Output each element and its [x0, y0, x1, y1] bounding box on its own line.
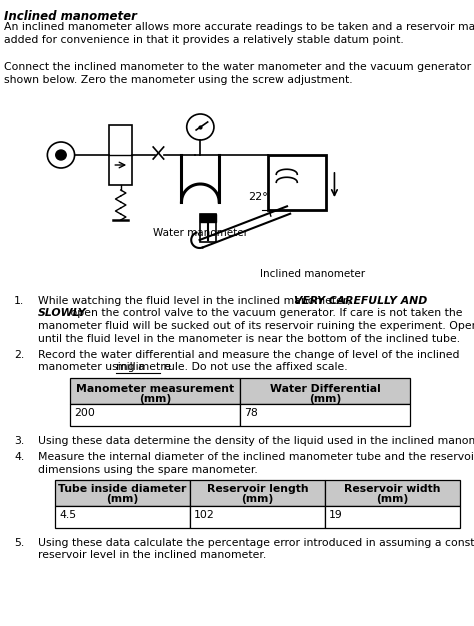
- Text: Connect the inclined manometer to the water manometer and the vacuum generator a: Connect the inclined manometer to the wa…: [4, 62, 474, 85]
- Text: (mm): (mm): [106, 495, 138, 505]
- Text: 4.: 4.: [14, 453, 24, 463]
- Text: Water Differential: Water Differential: [270, 384, 380, 394]
- Bar: [325, 506, 460, 528]
- Text: SLOWLY: SLOWLY: [38, 309, 87, 319]
- Bar: [55, 506, 190, 528]
- Text: 102: 102: [194, 510, 215, 520]
- Text: Measure the internal diameter of the inclined manometer tube and the reservoir: Measure the internal diameter of the inc…: [38, 453, 474, 463]
- Bar: [268, 155, 326, 210]
- Text: rule. Do not use the affixed scale.: rule. Do not use the affixed scale.: [160, 362, 347, 372]
- Text: reservoir level in the inclined manometer.: reservoir level in the inclined manomete…: [38, 550, 266, 560]
- Bar: [70, 404, 240, 426]
- Text: 4.5: 4.5: [59, 510, 76, 520]
- Text: VERY CAREFULLY AND: VERY CAREFULLY AND: [294, 296, 428, 306]
- Text: Using these data determine the density of the liquid used in the inclined manome: Using these data determine the density o…: [38, 436, 474, 446]
- Bar: [55, 480, 190, 506]
- Text: While watching the fluid level in the inclined manometer,: While watching the fluid level in the in…: [38, 296, 355, 306]
- Text: 2.: 2.: [14, 350, 24, 360]
- Text: Tube inside diameter: Tube inside diameter: [58, 485, 187, 495]
- Text: (mm): (mm): [241, 495, 273, 505]
- Text: Record the water differential and measure the change of level of the inclined: Record the water differential and measur…: [38, 350, 459, 360]
- Bar: [190, 506, 325, 528]
- Text: 22°: 22°: [248, 192, 268, 202]
- Text: manometer fluid will be sucked out of its reservoir ruining the experiment. Open: manometer fluid will be sucked out of it…: [38, 321, 474, 331]
- Bar: [190, 480, 325, 506]
- Bar: [240, 378, 410, 404]
- Text: 78: 78: [244, 408, 258, 418]
- Bar: [200, 214, 216, 222]
- Text: millimetre: millimetre: [116, 362, 172, 372]
- Bar: [109, 125, 132, 185]
- Text: Water manometer: Water manometer: [153, 228, 248, 238]
- Bar: [200, 214, 216, 242]
- Text: Inclined manometer: Inclined manometer: [4, 10, 137, 23]
- Text: (mm): (mm): [139, 394, 171, 404]
- Bar: [325, 480, 460, 506]
- Bar: [240, 404, 410, 426]
- Circle shape: [56, 150, 66, 160]
- Text: 3.: 3.: [14, 436, 24, 446]
- Text: (mm): (mm): [376, 495, 409, 505]
- Text: Using these data calculate the percentage error introduced in assuming a constan: Using these data calculate the percentag…: [38, 538, 474, 548]
- Text: (mm): (mm): [309, 394, 341, 404]
- Text: dimensions using the spare manometer.: dimensions using the spare manometer.: [38, 465, 258, 475]
- Text: 19: 19: [329, 510, 343, 520]
- Text: An inclined manometer allows more accurate readings to be taken and a reservoir : An inclined manometer allows more accura…: [4, 22, 474, 45]
- Text: Inclined manometer: Inclined manometer: [260, 269, 365, 279]
- Text: open the control valve to the vacuum generator. If care is not taken the: open the control valve to the vacuum gen…: [67, 309, 463, 319]
- Text: Reservoir width: Reservoir width: [344, 485, 441, 495]
- Text: manometer using a: manometer using a: [38, 362, 148, 372]
- Text: until the fluid level in the manometer is near the bottom of the inclined tube.: until the fluid level in the manometer i…: [38, 334, 460, 344]
- Text: 200: 200: [74, 408, 95, 418]
- Text: Reservoir length: Reservoir length: [207, 485, 308, 495]
- Text: 1.: 1.: [14, 296, 24, 306]
- Bar: [70, 378, 240, 404]
- Text: 5.: 5.: [14, 538, 24, 548]
- Text: Manometer measurement: Manometer measurement: [76, 384, 234, 394]
